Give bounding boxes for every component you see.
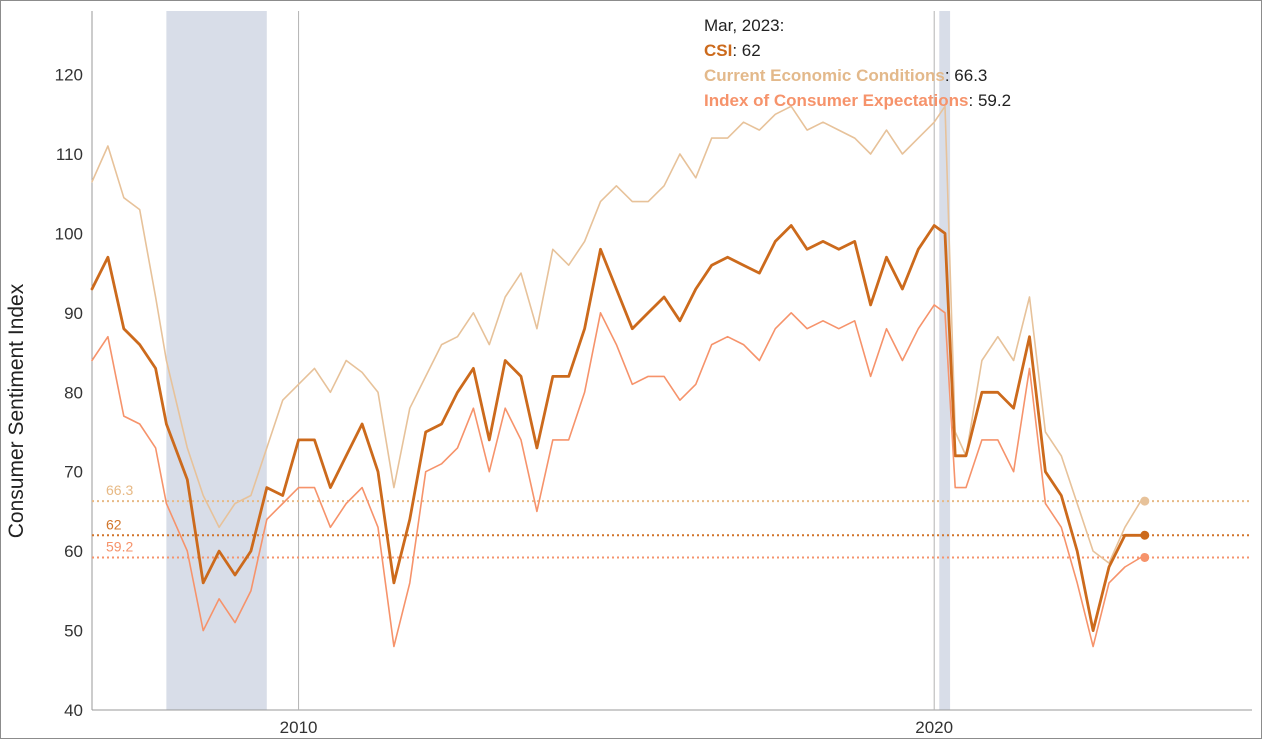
recession-band-1 [939,11,951,710]
reference-lines: 66.3 62 59.2 [92,482,1252,559]
y-tick-label: 70 [64,463,83,482]
y-tick-label: 110 [56,145,83,164]
y-tick-label: 90 [64,304,83,323]
tooltip-expectations-value: : 59.2 [969,91,1012,110]
reference-line-label: 62 [106,516,122,532]
hover-tooltip: Mar, 2023: CSI: 62 Current Economic Cond… [704,16,1011,110]
tooltip-row-csi: CSI: 62 [704,41,761,60]
y-tick-label: 80 [64,383,83,402]
recession-shading [166,11,951,710]
y-tick-label: 100 [55,224,83,243]
x-tick-label: 2010 [280,718,318,737]
end-marker[interactable] [1140,530,1150,540]
series-line-current-economic-conditions[interactable] [91,105,1142,564]
y-tick-label: 120 [55,66,83,85]
tooltip-date: Mar, 2023: [704,16,784,35]
tooltip-current-value: : 66.3 [945,66,988,85]
tooltip-csi-name: CSI [704,41,732,60]
series-line-csi[interactable] [90,224,1143,632]
tooltip-csi-value: : 62 [732,41,760,60]
tooltip-current-name: Current Economic Conditions [704,66,945,85]
x-tick-label: 2020 [915,718,953,737]
tooltip-row-expectations: Index of Consumer Expectations: 59.2 [704,91,1011,110]
reference-line-label: 59.2 [106,538,133,554]
series-lines [90,105,1143,648]
tooltip-row-current: Current Economic Conditions: 66.3 [704,66,987,85]
end-marker[interactable] [1140,496,1150,506]
y-tick-label: 50 [64,622,83,641]
y-tick-label: 60 [64,542,83,561]
end-marker[interactable] [1140,552,1150,562]
y-ticks: 40 50 60 70 80 90 100 110 120 [55,66,83,720]
tooltip-expectations-name: Index of Consumer Expectations [704,91,969,110]
y-tick-label: 40 [64,701,83,720]
series-line-index-of-consumer-expectations[interactable] [91,304,1142,648]
x-ticks: 2010 2020 [280,11,953,737]
y-axis-label: Consumer Sentiment Index [5,283,28,538]
end-markers [1140,496,1150,562]
reference-line-label: 66.3 [106,482,133,498]
